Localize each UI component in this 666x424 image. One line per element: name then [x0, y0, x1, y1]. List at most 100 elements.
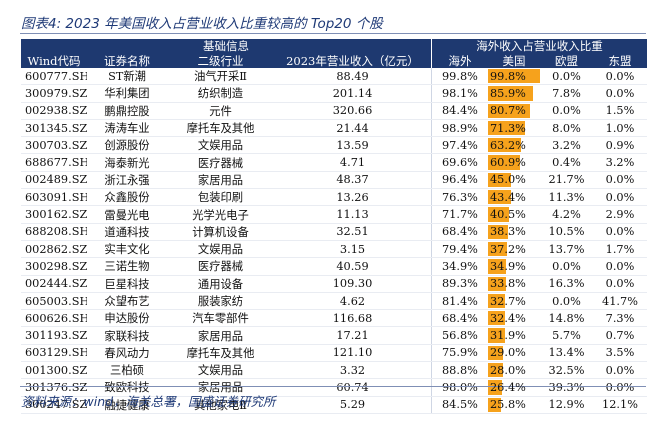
cell-asean: 0.0% [605, 363, 635, 377]
cell-us: 32.7% [488, 293, 540, 309]
cell-eu: 0.4% [552, 156, 581, 170]
cell-eu: 14.8% [548, 311, 585, 325]
cell-eu: 21.7% [548, 173, 585, 187]
cell-revenue: 5.29 [274, 396, 432, 413]
cell-code: 300979.SZ [25, 86, 87, 100]
us-share-value: 38.3% [490, 225, 526, 239]
cell-asean: 0.0% [605, 69, 635, 83]
cell-name: 涛涛车业 [104, 122, 150, 136]
us-share-bar [488, 138, 521, 153]
cell-code: 688677.SH [25, 156, 87, 170]
cell-overseas: 75.9% [442, 346, 478, 360]
us-share-bar [488, 86, 533, 101]
us-share-value: 99.8% [490, 69, 526, 83]
cell-revenue: 109.30 [274, 275, 432, 292]
cell-revenue: 11.13 [274, 206, 432, 223]
cell-revenue: 4.62 [274, 292, 432, 310]
cell-overseas: 71.7% [442, 208, 478, 222]
cell-eu: 11.3% [548, 190, 585, 204]
us-share-value: 60.9% [490, 156, 526, 170]
cell-name: 华利集团 [104, 87, 150, 101]
cell-industry: 家居用品 [197, 173, 244, 187]
cell-us: 45.0% [488, 172, 540, 188]
cell-industry: 其他家电Ⅱ [194, 398, 247, 412]
table-row: 002444.SZ 巨星科技 通用设备 109.30 89.3% 33.8% 16.3% 0.… [21, 275, 647, 293]
us-share-bar [488, 241, 508, 257]
col-header-eu: 欧盟 [540, 53, 593, 68]
us-share-value: 71.3% [490, 121, 526, 135]
cell-industry: 文娱用品 [197, 364, 244, 378]
cell-us: 99.8% [488, 68, 540, 84]
cell-name: 融捷健康 [104, 398, 150, 412]
table-row: 301376.SZ 致欧科技 家居用品 60.74 98.0% 26.4% 39.3% 0.0… [21, 379, 647, 397]
group-header-row: 基础信息 海外收入占营业收入比重 [21, 39, 647, 53]
cell-code: 001300.SZ [25, 363, 87, 377]
cell-code: 688208.SH [25, 225, 87, 239]
cell-us: 25.8% [488, 397, 540, 413]
cell-asean: 1.7% [605, 242, 635, 256]
cell-industry: 文娱用品 [197, 243, 244, 257]
cell-us: 28.0% [488, 362, 540, 378]
cell-asean: 0.0% [605, 380, 635, 394]
cell-revenue: 13.59 [274, 137, 432, 154]
table-row: 603091.SH 众鑫股份 包装印刷 13.26 76.3% 43.4% 11.3% 0.0… [21, 189, 647, 207]
cell-code: 300298.SZ [25, 259, 87, 273]
cell-asean: 0.9% [605, 138, 635, 152]
cell-code: 603091.SH [25, 190, 87, 204]
cell-code: 002444.SZ [25, 277, 87, 291]
cell-industry: 包装印刷 [197, 191, 244, 205]
cell-code: 002489.SZ [25, 173, 87, 187]
cell-name: 春风动力 [104, 346, 150, 360]
cell-us: 33.8% [488, 276, 540, 292]
cell-industry: 元件 [209, 104, 232, 118]
us-share-value: 45.0% [490, 173, 526, 187]
cell-name: 巨星科技 [104, 277, 150, 291]
cell-name: 雷曼光电 [104, 208, 150, 222]
cell-us: 71.3% [488, 120, 540, 136]
cell-name: 实丰文化 [104, 243, 150, 257]
table-row: 002862.SZ 实丰文化 文娱用品 3.15 79.4% 37.2% 13.7% 1.7% [21, 240, 647, 259]
table-row: 002938.SZ 鹏鼎控股 元件 320.66 84.4% 80.7% 0.0% 1.5% [21, 102, 647, 120]
cell-overseas: 99.8% [442, 69, 478, 83]
cell-asean: 41.7% [602, 294, 638, 308]
cell-asean: 0.0% [605, 86, 635, 100]
us-share-value: 63.2% [490, 138, 526, 152]
cell-eu: 12.9% [548, 398, 585, 412]
cell-name: 众鑫股份 [104, 191, 150, 205]
cell-overseas: 84.5% [442, 398, 478, 412]
us-share-bar [488, 259, 507, 274]
cell-industry: 摩托车及其他 [186, 346, 255, 360]
cell-industry: 家居用品 [197, 329, 244, 343]
cell-eu: 10.5% [548, 225, 585, 239]
us-share-bar [488, 397, 502, 412]
cell-industry: 纺织制造 [197, 87, 244, 101]
cell-revenue: 4.71 [274, 154, 432, 171]
cell-asean: 0.0% [605, 259, 635, 273]
cell-eu: 0.0% [552, 294, 581, 308]
cell-asean: 0.0% [605, 225, 635, 239]
cell-revenue: 60.74 [274, 379, 432, 396]
cell-us: 85.9% [488, 85, 540, 101]
us-share-bar [488, 328, 505, 343]
cell-revenue: 320.66 [274, 102, 432, 119]
cell-industry: 医疗器械 [197, 260, 244, 274]
cell-overseas: 56.8% [442, 329, 478, 343]
us-share-value: 80.7% [490, 104, 526, 118]
cell-name: 道通科技 [104, 225, 150, 239]
cell-eu: 8.0% [552, 121, 581, 135]
cell-code: 301345.SZ [25, 121, 87, 135]
cell-us: 34.9% [488, 258, 540, 274]
us-share-value: 31.9% [490, 329, 526, 343]
cell-overseas: 76.3% [442, 190, 478, 204]
cell-revenue: 17.21 [274, 327, 432, 344]
cell-revenue: 13.26 [274, 189, 432, 206]
cell-name: 鹏鼎控股 [104, 104, 150, 118]
cell-asean: 2.9% [605, 208, 635, 222]
cell-eu: 0.0% [552, 69, 581, 83]
cell-overseas: 97.4% [442, 138, 478, 152]
cell-revenue: 21.44 [274, 119, 432, 137]
cell-asean: 1.5% [605, 104, 635, 118]
table-row: 300162.SZ 雷曼光电 光学光电子 11.13 71.7% 40.5% 4.2% 2.9… [21, 206, 647, 224]
figure-title: 图表4: 2023 年美国收入占营业收入比重较高的 Top20 个股 [21, 16, 383, 32]
top-rule [20, 33, 646, 34]
